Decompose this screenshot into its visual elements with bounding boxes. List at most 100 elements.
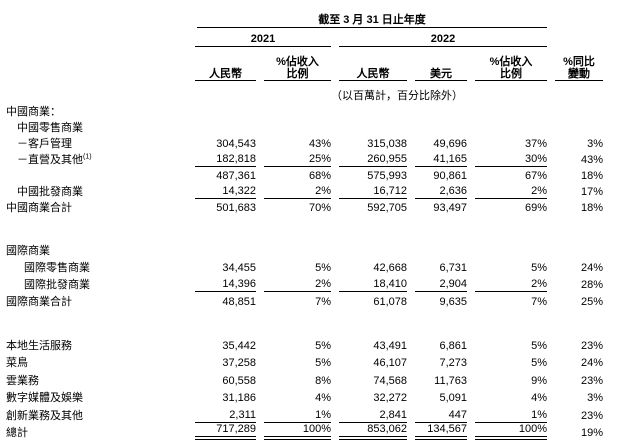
row-label-cell: －客戶管理	[0, 138, 187, 151]
cell-rmb-2022: 42,668	[373, 262, 407, 274]
cell-pct-of-revenue-2022: 69%	[524, 202, 547, 214]
cell-rmb-2022: 853,062	[339, 423, 407, 440]
row-label: 國際批發商業	[24, 279, 90, 291]
table-cell: 23%	[547, 375, 603, 388]
table-cell: 100%	[467, 423, 547, 440]
cell-rmb-2022: 18,410	[339, 278, 407, 292]
cell-usd-2022: 49,696	[433, 138, 467, 150]
row-label: 國際商業	[6, 245, 50, 257]
row-label-cell: 中國零售商業	[0, 122, 187, 135]
column-header-yoy-change: %同比 變動	[555, 56, 603, 81]
row-label-cell: 國際批發商業	[0, 279, 187, 292]
table-cell: 14,396	[187, 278, 256, 292]
table-cell: 48,851	[187, 296, 256, 309]
footnote-marker: (1)	[83, 153, 92, 161]
table-cell: 16,712	[331, 185, 407, 199]
table-cell: 24%	[547, 357, 603, 370]
table-cell: 260,955	[331, 153, 407, 167]
cell-rmb-2021: 14,396	[195, 278, 256, 292]
table-cell: 23%	[547, 340, 603, 353]
table-cell: 7,273	[407, 357, 467, 370]
cell-pct-of-revenue-2021: 100%	[264, 423, 331, 440]
row-label-cell: 中國批發商業	[0, 186, 187, 199]
cell-usd-2022: 6,861	[439, 339, 467, 352]
cell-yoy-change: 25%	[580, 296, 603, 308]
unit-note-row: （以百萬計，百分比除外）	[0, 81, 618, 103]
cell-usd-2022: 6,731	[439, 262, 467, 274]
cell-rmb-2021: 487,361	[216, 170, 256, 182]
table-cell: 31,186	[187, 392, 256, 405]
row-label: 中國零售商業	[17, 122, 83, 134]
table-cell: 717,289	[187, 423, 256, 440]
cell-pct-of-revenue-2021: 5%	[315, 262, 331, 274]
title-cell: 截至 3 月 31 日止年度	[187, 14, 547, 28]
cell-yoy-change: 24%	[580, 262, 603, 274]
table-cell: 100%	[256, 423, 331, 440]
cell-pct-of-revenue-2021: 43%	[308, 138, 331, 150]
cell-rmb-2021: 35,442	[222, 339, 256, 352]
cell-pct-of-revenue-2021: 5%	[315, 357, 331, 369]
cell-pct-of-revenue-2022: 1%	[475, 409, 547, 423]
cell-yoy-change: 23%	[580, 374, 603, 387]
table-cell: 5%	[467, 340, 547, 353]
table-cell: 1%	[467, 409, 547, 423]
table-cell: 37%	[467, 138, 547, 151]
table-row: 國際批發商業 14,396 2% 18,410 2,904 2% 28%	[0, 275, 618, 292]
cell-yoy-change: 3%	[587, 138, 603, 150]
cell-rmb-2021: 48,851	[222, 296, 256, 308]
cell-pct-of-revenue-2021: 4%	[315, 392, 331, 404]
table-row: 創新業務及其他 2,311 1% 2,841 447 1% 23%	[0, 405, 618, 423]
table-cell: 46,107	[331, 357, 407, 370]
table-cell: 182,818	[187, 153, 256, 167]
row-label-cell: 國際商業	[0, 245, 187, 258]
table-cell: 18,410	[331, 278, 407, 292]
table-cell: 853,062	[331, 423, 407, 440]
table-cell: 6,731	[407, 262, 467, 275]
cell-usd-2022: 41,165	[415, 153, 467, 167]
table-cell: 14,322	[187, 185, 256, 199]
cell-pct-of-revenue-2022: 7%	[531, 296, 547, 308]
colhead-rmb-2022-cell: 人民幣	[331, 68, 407, 81]
table-cell: 304,543	[187, 138, 256, 151]
cell-yoy-change: 23%	[580, 409, 603, 422]
section-other-segments: 本地生活服務 35,442 5% 43,491 6,861 5% 23% 菜鳥 37,258 5%…	[0, 335, 618, 440]
cell-rmb-2021: 717,289	[195, 423, 256, 440]
column-header-line: 人民幣	[209, 68, 242, 80]
cell-usd-2022: 93,497	[433, 202, 467, 214]
cell-usd-2022: 11,763	[434, 374, 467, 387]
table-cell: 2,311	[187, 409, 256, 423]
table-cell: 43%	[256, 138, 331, 151]
table-cell: 2,904	[407, 278, 467, 292]
table-row: 本地生活服務 35,442 5% 43,491 6,861 5% 23%	[0, 335, 618, 353]
row-label-cell: 總計	[0, 427, 187, 440]
column-header-row: 人民幣 %佔收入 比例 人民幣 美元 %佔收	[0, 47, 618, 81]
column-header-line: %同比	[563, 56, 595, 68]
table-cell: 5%	[256, 262, 331, 275]
table-cell: 25%	[547, 296, 603, 309]
table-row: －客戶管理 304,543 43% 315,038 49,696 37% 3%	[0, 135, 618, 151]
table-row: 中國商業：	[0, 103, 618, 119]
row-label-cell: 中國商業：	[0, 106, 187, 119]
table-cell: 134,567	[407, 423, 467, 440]
cell-yoy-change: 18%	[580, 170, 603, 182]
table-cell: 5%	[256, 357, 331, 370]
table-cell: 11,763	[407, 375, 467, 388]
cell-rmb-2021: 304,543	[216, 138, 256, 150]
table-cell: 2%	[256, 185, 331, 199]
table-cell: 315,038	[331, 138, 407, 151]
table-cell: 8%	[256, 375, 331, 388]
cell-yoy-change: 23%	[580, 339, 603, 352]
table-cell: 43%	[547, 154, 603, 167]
table-row: 數字媒體及娛樂 31,186 4% 32,272 5,091 4% 3%	[0, 388, 618, 406]
cell-pct-of-revenue-2021: 2%	[264, 185, 331, 199]
cell-rmb-2022: 575,993	[367, 170, 407, 182]
cell-yoy-change: 19%	[580, 427, 603, 439]
cell-usd-2022: 5,091	[439, 392, 467, 404]
colhead-yoy-cell: %同比 變動	[547, 56, 603, 81]
cell-rmb-2021: 14,322	[195, 185, 256, 199]
cell-rmb-2021: 501,683	[216, 202, 256, 214]
table-cell: 575,993	[331, 170, 407, 183]
table-cell: 43,491	[331, 340, 407, 353]
table-cell: 93,497	[407, 202, 467, 215]
row-label-cell: 中國商業合計	[0, 202, 187, 215]
